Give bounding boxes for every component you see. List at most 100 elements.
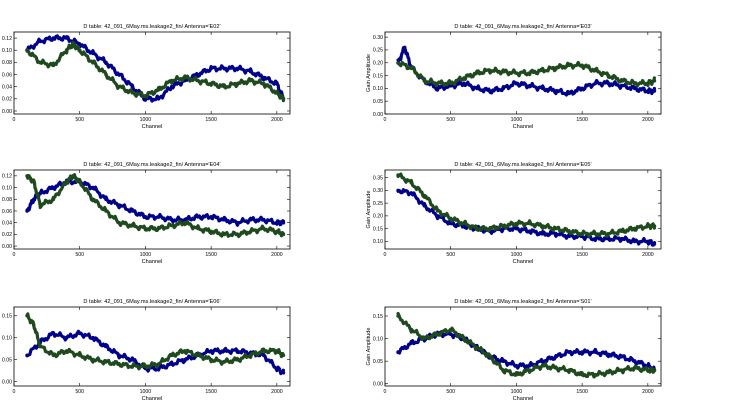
- data-point: [435, 81, 440, 86]
- x-axis-label: Channel: [142, 124, 163, 130]
- data-point: [25, 353, 29, 358]
- data-point: [196, 226, 200, 231]
- data-point: [25, 174, 29, 178]
- data-point: [527, 221, 532, 226]
- x-tick-label: 1000: [511, 389, 523, 395]
- plot-frame: [384, 169, 662, 250]
- data-point: [514, 372, 519, 377]
- data-point: [235, 220, 240, 225]
- x-tick-label: 1000: [140, 117, 152, 123]
- plot-title: D table: 42_091_6May.ms.leakage2_fin/ An…: [454, 162, 591, 168]
- data-point: [31, 197, 36, 202]
- y-tick-label: 0.00: [373, 112, 383, 118]
- series-line: [25, 173, 285, 238]
- data-point: [91, 51, 95, 56]
- y-tick-label: 0.05: [373, 359, 383, 365]
- data-point: [567, 229, 571, 233]
- data-point: [261, 226, 266, 231]
- data-point: [567, 234, 571, 239]
- x-tick-label: 2000: [642, 117, 654, 123]
- data-point: [475, 226, 479, 231]
- data-point: [652, 89, 657, 93]
- plot-title: D table: 42_091_6May.ms.leakage2_fin/ An…: [454, 299, 591, 305]
- data-point: [527, 71, 532, 75]
- data-point: [540, 224, 545, 228]
- data-point: [248, 229, 253, 234]
- series-line: [396, 172, 656, 238]
- data-point: [580, 350, 584, 354]
- data-point: [475, 345, 479, 350]
- data-point: [514, 221, 519, 226]
- data-point: [409, 66, 414, 70]
- data-point: [475, 86, 479, 91]
- subplot-1: D table: 42_091_6May.ms.leakage2_fin/ An…: [2, 24, 291, 130]
- data-point: [275, 229, 279, 234]
- x-tick-label: 500: [446, 252, 455, 258]
- data-point: [527, 84, 532, 88]
- plot-title: D table: 42_091_6May.ms.leakage2_fin/ An…: [454, 24, 591, 30]
- data-point: [156, 87, 161, 92]
- data-point: [402, 45, 407, 50]
- data-point: [488, 68, 492, 73]
- data-point: [196, 78, 200, 83]
- data-point: [409, 180, 414, 185]
- data-point: [606, 352, 611, 357]
- data-point: [619, 354, 624, 359]
- data-point: [169, 78, 174, 83]
- data-point: [501, 224, 506, 228]
- data-point: [632, 239, 637, 244]
- data-point: [462, 221, 466, 226]
- plot-title: D table: 42_091_6May.ms.leakage2_fin/ An…: [83, 24, 220, 30]
- data-point: [261, 353, 266, 358]
- y-tick-label: 0.25: [373, 201, 383, 207]
- data-point: [261, 349, 266, 353]
- data-point: [196, 215, 200, 219]
- data-point: [183, 349, 187, 353]
- series-2: [25, 40, 286, 103]
- data-point: [261, 75, 266, 80]
- y-tick-label: 0.10: [2, 185, 12, 191]
- data-point: [646, 239, 650, 244]
- data-point: [632, 81, 637, 86]
- y-tick-label: 0.25: [373, 48, 383, 54]
- data-point: [51, 63, 56, 68]
- data-point: [593, 68, 598, 73]
- data-point: [77, 179, 82, 184]
- data-point: [501, 359, 506, 364]
- x-axis-label: Channel: [513, 396, 534, 402]
- x-tick-label: 1500: [205, 252, 217, 258]
- plot-frame: [13, 306, 291, 387]
- data-point: [209, 215, 213, 219]
- data-point: [646, 224, 650, 228]
- data-point: [248, 78, 253, 83]
- data-point: [281, 97, 286, 101]
- data-point: [540, 86, 545, 91]
- data-point: [77, 42, 82, 46]
- data-point: [462, 81, 466, 86]
- data-point: [448, 84, 453, 88]
- data-point: [77, 353, 82, 358]
- data-point: [606, 237, 611, 241]
- data-point: [31, 322, 36, 327]
- data-point: [117, 84, 121, 89]
- data-point: [64, 335, 69, 340]
- data-point: [462, 336, 466, 341]
- data-point: [540, 231, 545, 236]
- data-point: [51, 36, 56, 40]
- x-tick-label: 500: [75, 252, 84, 258]
- series-line: [25, 177, 285, 227]
- y-tick-label: 0.10: [2, 48, 12, 54]
- x-tick-label: 2000: [271, 389, 283, 395]
- data-point: [130, 84, 135, 89]
- plot-title: D table: 42_091_6May.ms.leakage2_fin/ An…: [83, 299, 220, 305]
- data-point: [235, 349, 240, 353]
- data-point: [209, 66, 213, 71]
- data-point: [606, 370, 611, 375]
- plot-title: D table: 42_091_6May.ms.leakage2_fin/ An…: [83, 162, 220, 168]
- data-point: [261, 217, 266, 222]
- data-point: [652, 78, 657, 83]
- data-point: [435, 214, 440, 218]
- y-tick-label: 0.10: [2, 336, 12, 342]
- data-point: [169, 353, 174, 358]
- data-point: [488, 89, 492, 93]
